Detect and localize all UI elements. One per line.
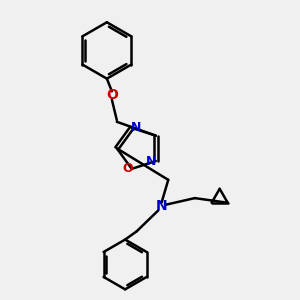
Text: O: O (122, 162, 133, 176)
Text: O: O (106, 88, 118, 102)
Text: N: N (146, 154, 156, 167)
Text: N: N (131, 121, 142, 134)
Text: N: N (156, 200, 167, 213)
